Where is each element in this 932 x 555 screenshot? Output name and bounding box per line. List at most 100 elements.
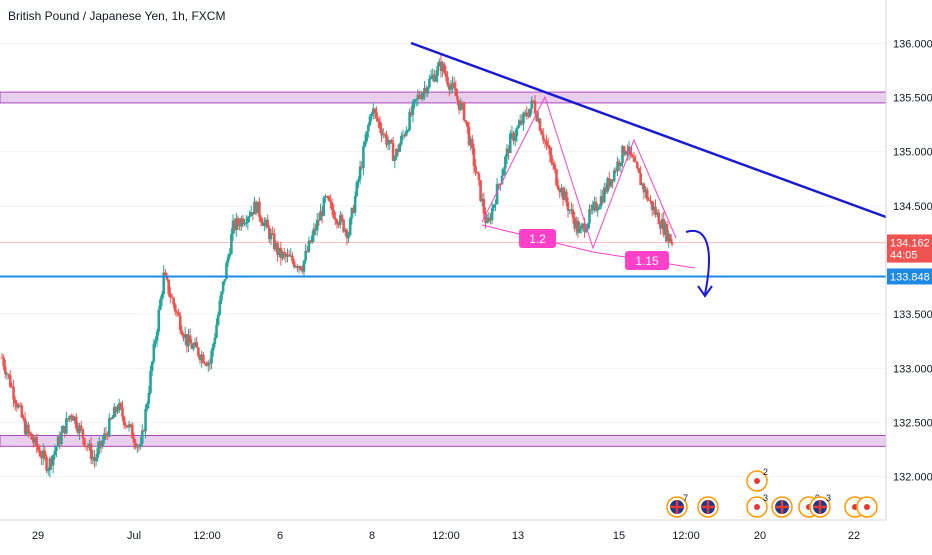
candle-body — [320, 211, 324, 216]
candle-body — [79, 425, 83, 430]
candle-body — [353, 196, 357, 213]
candle-body — [317, 219, 321, 221]
candle-body — [43, 450, 47, 457]
candle-body — [395, 148, 398, 158]
x-tick-label: 12:00 — [193, 530, 221, 542]
candle-body — [172, 297, 175, 305]
candle-body — [127, 424, 131, 428]
candle-body — [533, 101, 537, 114]
candle-body — [603, 187, 606, 203]
candle-body — [239, 218, 243, 227]
candle-body — [185, 334, 189, 347]
jp-flag-sun — [754, 504, 760, 510]
candle-body — [88, 443, 91, 448]
candle-body — [289, 255, 293, 257]
uk-flag-event-icon[interactable]: 3 — [809, 493, 831, 518]
candle-body — [631, 154, 634, 157]
jp-flag-event-icon[interactable]: 3 — [746, 493, 768, 518]
uk-flag-event-icon[interactable] — [697, 496, 719, 518]
candle-body — [555, 169, 558, 186]
candle-body — [60, 432, 63, 444]
candle-body — [302, 260, 306, 272]
candle-body — [157, 309, 161, 332]
candle-body — [363, 141, 367, 147]
candle-body — [662, 219, 666, 235]
candle-body — [352, 207, 355, 213]
y-tick-label: 132.500 — [893, 418, 932, 430]
jp-flag-event-icon[interactable] — [856, 496, 878, 518]
candle-body — [362, 146, 365, 168]
candle-body — [142, 430, 146, 432]
candle-body — [500, 175, 504, 184]
candle-body — [416, 94, 420, 100]
candle-body — [271, 233, 274, 235]
candle-body — [391, 142, 395, 161]
candle-body — [230, 234, 233, 255]
candle-body — [314, 228, 317, 231]
forecast-arrowhead — [697, 285, 713, 298]
candle-body — [104, 433, 108, 435]
candle-body — [571, 209, 575, 218]
candle-body — [429, 76, 433, 79]
candle-body — [411, 102, 415, 115]
event-count: 3 — [826, 493, 831, 503]
candle-body — [154, 340, 157, 344]
candle-body — [106, 434, 109, 437]
candle-body — [579, 225, 583, 229]
candle-body — [525, 112, 529, 116]
candle-body — [347, 235, 350, 239]
candle-body — [609, 179, 613, 187]
candle-body — [340, 215, 344, 220]
candle-body — [101, 440, 104, 446]
candle-body — [216, 314, 220, 325]
candle-body — [243, 222, 246, 225]
candle-body — [494, 203, 497, 205]
candle-body — [89, 443, 93, 460]
candle-body — [441, 63, 444, 72]
candle-body — [236, 218, 240, 225]
candle-body — [413, 99, 416, 103]
candle-body — [150, 361, 154, 371]
candle-body — [287, 254, 291, 257]
candle-body — [86, 445, 90, 448]
candle-body — [649, 200, 652, 202]
candle-body — [626, 151, 629, 154]
candle-body — [165, 275, 169, 280]
candle-body — [292, 261, 296, 267]
candle-body — [477, 173, 481, 181]
uk-flag-event-icon[interactable]: 7 — [666, 493, 688, 518]
candle-body — [393, 157, 397, 161]
candle-body — [475, 171, 479, 174]
candle-body — [63, 425, 67, 434]
jp-flag-event-icon[interactable]: 2 — [746, 467, 768, 492]
candle-body — [213, 337, 217, 345]
price-label-box — [887, 268, 932, 285]
candle-body — [192, 345, 195, 349]
candle-body — [576, 220, 580, 233]
candle-body — [279, 247, 283, 259]
candle-body — [639, 172, 642, 186]
candle-body — [434, 75, 438, 82]
candle-body — [152, 343, 156, 362]
candle-body — [540, 130, 543, 135]
candle-body — [541, 134, 545, 141]
candle-body — [408, 111, 411, 131]
candle-body — [22, 417, 25, 419]
candle-body — [147, 392, 151, 404]
uk-flag-event-icon[interactable] — [771, 496, 793, 518]
candle-body — [599, 196, 603, 207]
candle-body — [574, 220, 578, 229]
candle-body — [65, 418, 68, 434]
pattern-layer: 1.2 1.15 — [481, 95, 713, 298]
candle-body — [208, 362, 212, 364]
candle-body — [325, 196, 329, 198]
candle-body — [358, 166, 362, 180]
candle-body — [423, 88, 426, 93]
candle-body — [452, 82, 456, 89]
candle-body — [400, 136, 403, 145]
candle-body — [535, 113, 538, 122]
candle-body — [622, 146, 626, 155]
candle-body — [126, 425, 129, 428]
